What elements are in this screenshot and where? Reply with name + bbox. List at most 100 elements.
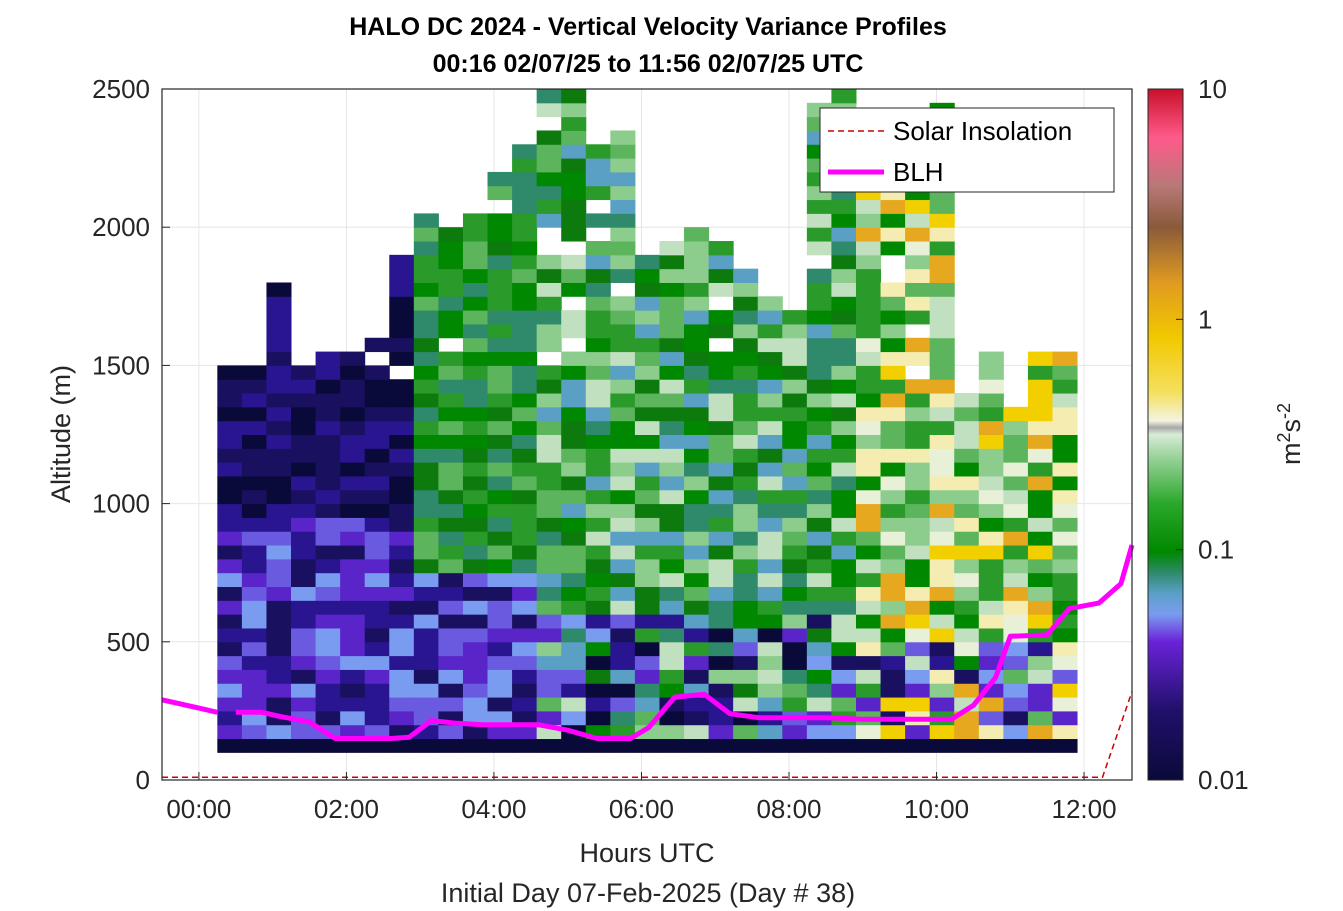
heatmap-cell xyxy=(561,641,587,657)
heatmap-cell xyxy=(708,365,734,380)
heatmap-cell xyxy=(684,531,710,546)
heatmap-cell xyxy=(929,489,955,505)
heatmap-cell xyxy=(487,310,513,325)
heatmap-cell xyxy=(684,296,710,311)
heatmap-cell xyxy=(684,586,710,601)
colorbar-label-mid: s xyxy=(1276,419,1306,433)
heatmap-cell xyxy=(733,572,759,588)
heatmap-cell xyxy=(610,351,636,366)
heatmap-cell xyxy=(585,558,611,574)
heatmap-cell xyxy=(487,420,513,435)
heatmap-cell xyxy=(708,683,734,698)
heatmap-cell xyxy=(757,669,783,684)
heatmap-cell xyxy=(757,724,783,740)
heatmap-cell xyxy=(438,448,464,463)
heatmap-cell xyxy=(241,655,267,670)
heatmap-cell xyxy=(782,489,808,505)
heatmap-cell xyxy=(855,199,882,214)
heatmap-cell xyxy=(291,641,317,657)
heatmap-cell xyxy=(806,420,832,435)
heatmap-cell xyxy=(585,420,611,435)
heatmap-cell xyxy=(413,296,439,311)
heatmap-cell xyxy=(364,627,390,643)
heatmap-cell xyxy=(413,393,439,408)
heatmap-cell xyxy=(733,434,759,449)
heatmap-cell xyxy=(561,448,587,463)
heatmap-cell xyxy=(831,199,857,214)
heatmap-cell xyxy=(757,379,783,394)
heatmap-cell xyxy=(438,545,464,560)
heatmap-cell xyxy=(684,669,710,684)
heatmap-cell xyxy=(561,655,587,670)
heatmap-cell xyxy=(929,475,955,491)
heatmap-cell xyxy=(487,323,513,339)
heatmap-cell xyxy=(266,531,292,546)
heatmap-cell xyxy=(561,475,587,491)
heatmap-cell xyxy=(855,517,882,532)
heatmap-cell xyxy=(217,393,243,408)
heatmap-cell xyxy=(831,268,857,283)
heatmap-cell xyxy=(462,337,489,353)
heatmap-cell xyxy=(1027,351,1053,366)
heatmap-cell xyxy=(757,420,783,435)
heatmap-cell xyxy=(634,724,660,740)
heatmap-cell xyxy=(880,365,906,380)
heatmap-cell xyxy=(905,434,931,449)
heatmap-cell xyxy=(585,627,611,643)
heatmap-cell xyxy=(291,586,317,601)
heatmap-cell xyxy=(413,503,439,518)
heatmap-cell xyxy=(462,434,489,449)
heatmap-cell xyxy=(733,531,759,546)
heatmap-cell xyxy=(684,351,710,366)
heatmap-cell xyxy=(315,641,341,657)
heatmap-cell xyxy=(733,627,759,643)
heatmap-cell xyxy=(291,489,317,505)
heatmap-cell xyxy=(978,462,1004,477)
heatmap-cell xyxy=(340,351,366,366)
heatmap-cell xyxy=(659,724,685,740)
heatmap-cell xyxy=(389,669,415,684)
heatmap-cell xyxy=(757,683,783,698)
heatmap-cell xyxy=(1052,697,1078,712)
heatmap-cell xyxy=(585,738,611,753)
heatmap-cell xyxy=(536,254,562,270)
heatmap-cell xyxy=(1027,365,1053,380)
heatmap-cell xyxy=(659,517,685,532)
heatmap-cell xyxy=(806,600,832,615)
heatmap-cell xyxy=(413,351,439,366)
heatmap-cell xyxy=(389,710,415,726)
heatmap-cell xyxy=(512,213,538,228)
heatmap-cell xyxy=(757,365,783,380)
heatmap-cell xyxy=(536,337,562,353)
heatmap-cell xyxy=(831,545,857,560)
heatmap-cell xyxy=(733,558,759,574)
x-axis-ticks: 00:00 02:00 04:00 06:00 08:00 10:00 12:00 xyxy=(166,772,1117,824)
heatmap-cell xyxy=(364,379,390,394)
heatmap-cell xyxy=(241,517,267,532)
heatmap-cell xyxy=(733,296,759,311)
chart-title: HALO DC 2024 - Vertical Velocity Varianc… xyxy=(349,13,947,41)
heatmap-cell xyxy=(1027,710,1053,726)
heatmap-cell xyxy=(806,227,832,242)
heatmap-cell xyxy=(364,669,390,684)
heatmap-cell xyxy=(340,420,366,435)
heatmap-cell xyxy=(561,116,587,131)
heatmap-cell xyxy=(217,379,243,394)
heatmap-cell xyxy=(561,697,587,712)
heatmap-cell xyxy=(266,572,292,588)
heatmap-cell xyxy=(708,406,734,422)
heatmap-cell xyxy=(610,545,636,560)
heatmap-cell xyxy=(364,489,390,505)
heatmap-cell xyxy=(880,323,906,339)
heatmap-cell xyxy=(634,738,660,753)
heatmap-cell xyxy=(585,503,611,518)
heatmap-cell xyxy=(266,600,292,615)
heatmap-cell xyxy=(585,171,611,187)
heatmap-cell xyxy=(340,669,366,684)
heatmap-cell xyxy=(855,462,882,477)
heatmap-cell xyxy=(831,697,857,712)
heatmap-cell xyxy=(561,558,587,574)
heatmap-cell xyxy=(978,586,1004,601)
heatmap-cell xyxy=(487,171,513,187)
heatmap-cell xyxy=(315,503,341,518)
